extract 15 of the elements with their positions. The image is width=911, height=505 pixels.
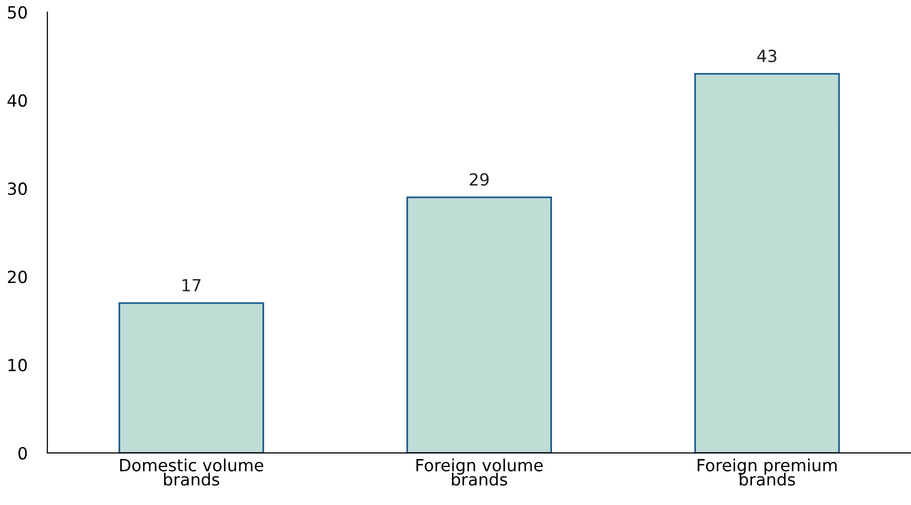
y-tick-label: 40 <box>8 94 27 107</box>
bar <box>694 73 840 453</box>
data-label: 43 <box>757 50 776 62</box>
y-tick-label: 50 <box>8 6 27 19</box>
x-tick-label: Foreign volume brands <box>416 458 543 486</box>
x-tick-label: Foreign premium brands <box>698 458 837 486</box>
bar <box>118 302 264 453</box>
x-tick-label: Domestic volume brands <box>120 458 264 486</box>
y-tick-label: 0 <box>18 446 27 460</box>
bar <box>406 196 552 453</box>
y-tick-label: 20 <box>8 270 27 284</box>
y-tick-label: 10 <box>8 358 27 372</box>
data-label: 29 <box>470 173 489 186</box>
y-tick-label: 30 <box>8 182 27 196</box>
data-label: 17 <box>182 279 200 292</box>
